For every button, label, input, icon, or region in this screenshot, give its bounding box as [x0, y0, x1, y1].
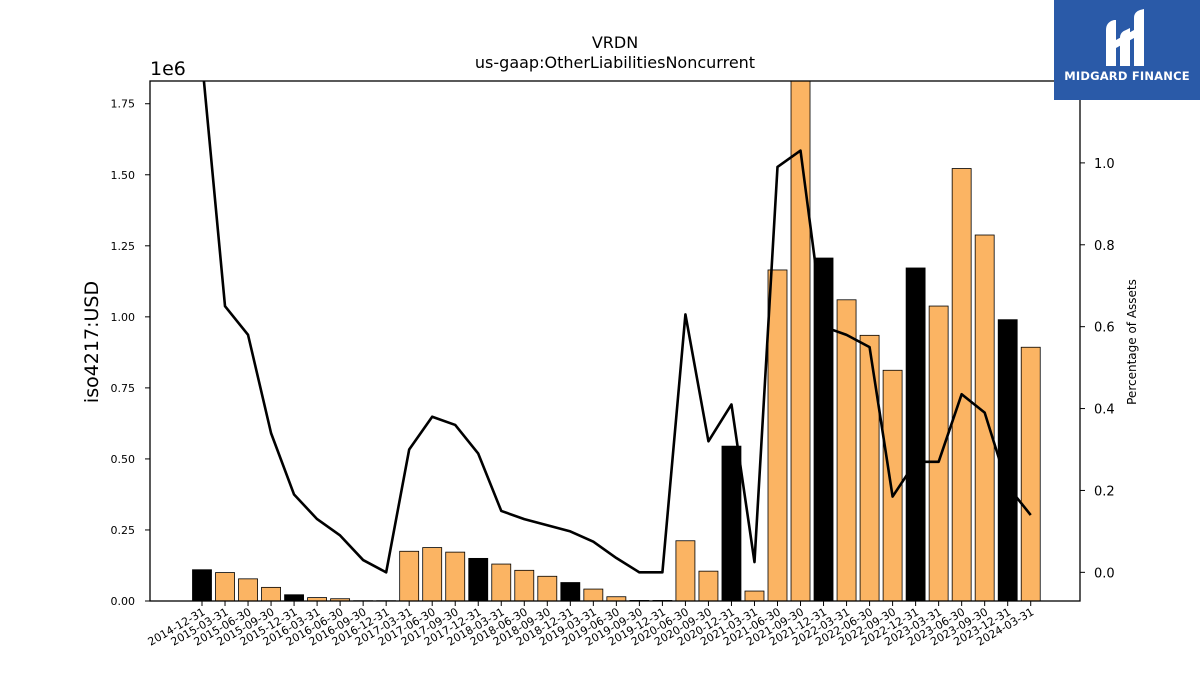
y-tick-label: 1.25 — [111, 240, 136, 253]
y2-axis-label: Percentage of Assets — [1125, 279, 1139, 405]
bar — [698, 570, 719, 602]
chart-subtitle: us-gaap:OtherLiabilitiesNoncurrent — [475, 53, 755, 72]
bar — [859, 334, 880, 602]
chart-title: VRDN — [592, 33, 638, 52]
bar — [974, 234, 995, 602]
midgard-finance-logo: MIDGARD FINANCE — [1054, 0, 1200, 100]
bar — [905, 267, 926, 602]
y2-tick-label: 0.4 — [1094, 403, 1115, 418]
bar — [560, 582, 581, 602]
y2-tick-label: 0.0 — [1094, 566, 1115, 581]
bar — [744, 590, 765, 602]
bar — [284, 594, 304, 602]
y-tick-label: 1.50 — [111, 169, 136, 182]
bar — [192, 569, 212, 602]
y2-tick-label: 0.8 — [1094, 239, 1115, 254]
bar — [951, 168, 972, 602]
percentage-line — [202, 81, 1032, 574]
x-axis-ticks: 2014-12-312015-03-312015-06-302015-09-30… — [146, 601, 1036, 649]
logo-text: MIDGARD FINANCE — [1064, 69, 1190, 83]
bar — [1020, 346, 1041, 602]
bar — [836, 299, 857, 602]
y-tick-label: 1.00 — [111, 311, 136, 324]
bar — [399, 550, 420, 602]
y2-tick-label: 0.6 — [1094, 321, 1115, 336]
y2-axis-ticks: 0.0 0.2 0.4 0.6 0.8 1.0 — [1080, 157, 1115, 581]
bar — [583, 588, 604, 602]
y2-tick-label: 0.2 — [1094, 484, 1115, 499]
plot-frame — [149, 80, 1081, 602]
y-offset-label: 1e6 — [150, 58, 186, 80]
bar — [468, 557, 489, 602]
y2-tick-label: 1.0 — [1094, 157, 1115, 172]
y-axis-ticks: 0.00 0.25 0.50 0.75 1.00 1.25 1.50 1.75 — [111, 98, 150, 608]
y-tick-label: 0.75 — [111, 382, 136, 395]
y-tick-label: 0.25 — [111, 524, 136, 537]
bar-group — [192, 80, 1041, 602]
y-tick-label: 0.00 — [111, 595, 136, 608]
bar — [767, 269, 788, 602]
bar — [445, 551, 466, 602]
line-group — [202, 81, 1032, 574]
midgard-logo-icon — [1106, 9, 1144, 66]
bar — [997, 319, 1018, 602]
bar — [261, 586, 281, 602]
bar — [675, 540, 696, 602]
bar — [813, 257, 834, 602]
bar — [514, 569, 535, 602]
bar — [422, 547, 443, 602]
y-tick-label: 1.75 — [111, 98, 136, 111]
bar — [721, 445, 742, 602]
bar — [491, 563, 512, 602]
bar — [928, 305, 949, 602]
bar — [537, 575, 558, 602]
bar — [238, 578, 258, 602]
bar — [215, 572, 235, 602]
y-tick-label: 0.50 — [111, 453, 136, 466]
y-axis-label: iso4217:USD — [81, 281, 103, 403]
